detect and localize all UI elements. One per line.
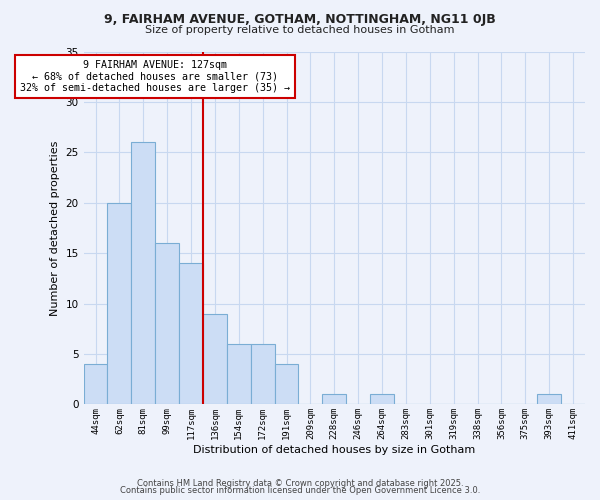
Bar: [275, 364, 298, 405]
X-axis label: Distribution of detached houses by size in Gotham: Distribution of detached houses by size …: [193, 445, 475, 455]
Text: 9 FAIRHAM AVENUE: 127sqm
← 68% of detached houses are smaller (73)
32% of semi-d: 9 FAIRHAM AVENUE: 127sqm ← 68% of detach…: [20, 60, 290, 93]
Text: 9, FAIRHAM AVENUE, GOTHAM, NOTTINGHAM, NG11 0JB: 9, FAIRHAM AVENUE, GOTHAM, NOTTINGHAM, N…: [104, 12, 496, 26]
Bar: [537, 394, 561, 404]
Bar: [83, 364, 107, 405]
Text: Size of property relative to detached houses in Gotham: Size of property relative to detached ho…: [145, 25, 455, 35]
Bar: [370, 394, 394, 404]
Bar: [251, 344, 275, 405]
Bar: [203, 314, 227, 404]
Bar: [131, 142, 155, 405]
Bar: [155, 243, 179, 404]
Text: Contains public sector information licensed under the Open Government Licence 3.: Contains public sector information licen…: [120, 486, 480, 495]
Bar: [107, 203, 131, 404]
Bar: [227, 344, 251, 405]
Bar: [322, 394, 346, 404]
Y-axis label: Number of detached properties: Number of detached properties: [50, 140, 60, 316]
Bar: [179, 263, 203, 404]
Text: Contains HM Land Registry data © Crown copyright and database right 2025.: Contains HM Land Registry data © Crown c…: [137, 478, 463, 488]
